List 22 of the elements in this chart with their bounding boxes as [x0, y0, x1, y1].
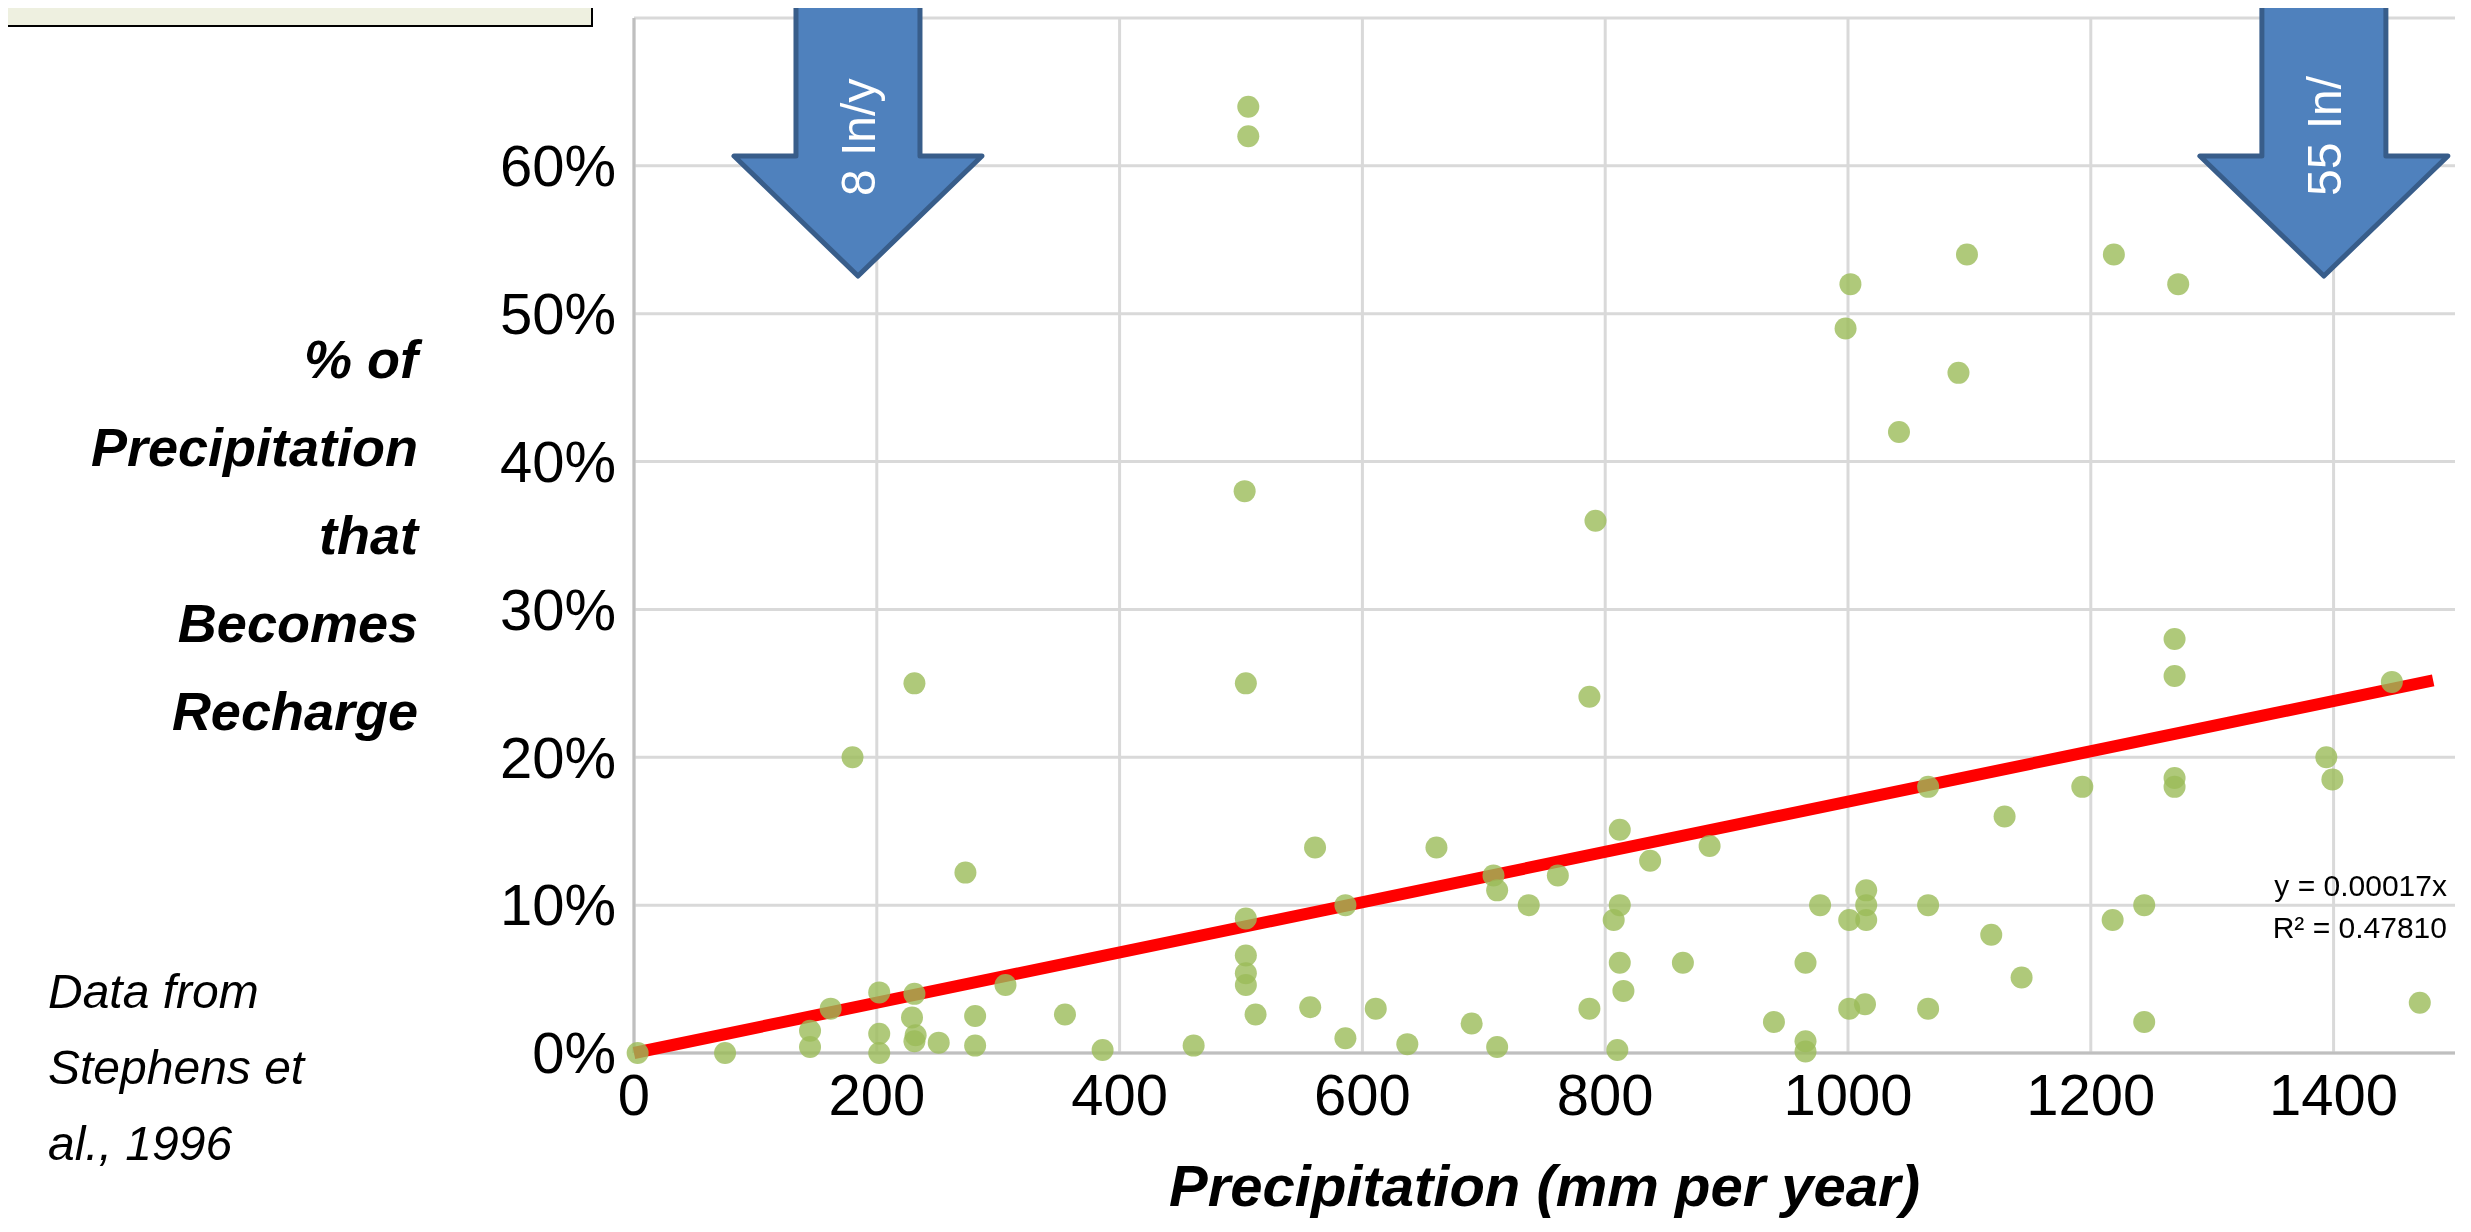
annotation: 8 In/y	[831, 78, 885, 196]
y-tick-label: 10%	[499, 872, 616, 938]
y-tick-label: 60%	[499, 133, 616, 199]
y-axis-title: % of Precipitation that Becomes Recharge	[90, 329, 423, 742]
x-tick-label: 600	[1314, 1062, 1411, 1127]
x-tick-label: 1400	[2269, 1062, 2399, 1127]
x-tick-label: 1200	[2026, 1062, 2156, 1127]
y-tick-label: 30%	[499, 576, 616, 642]
x-tick-label: 0	[617, 1062, 651, 1127]
x-tick-label: 200	[828, 1062, 926, 1127]
annotation: R² = 0.47810	[2272, 911, 2447, 944]
x-axis-title: Precipitation (mm per year)	[1169, 1153, 1920, 1218]
annotation: 55 In/	[2297, 75, 2351, 196]
y-tick-label: 40%	[499, 428, 616, 494]
x-tick-label: 1000	[1783, 1062, 1913, 1127]
x-tick-label: 400	[1071, 1062, 1168, 1127]
text: Data from Stephens et al., 1996	[48, 965, 306, 1170]
y-tick-label: 0%	[532, 1020, 616, 1086]
y-tick-label: 50%	[499, 281, 616, 347]
y-tick-label: 20%	[499, 724, 616, 790]
annotation: y = 0.00017x	[2274, 869, 2447, 902]
x-tick-label: 800	[1556, 1062, 1654, 1127]
